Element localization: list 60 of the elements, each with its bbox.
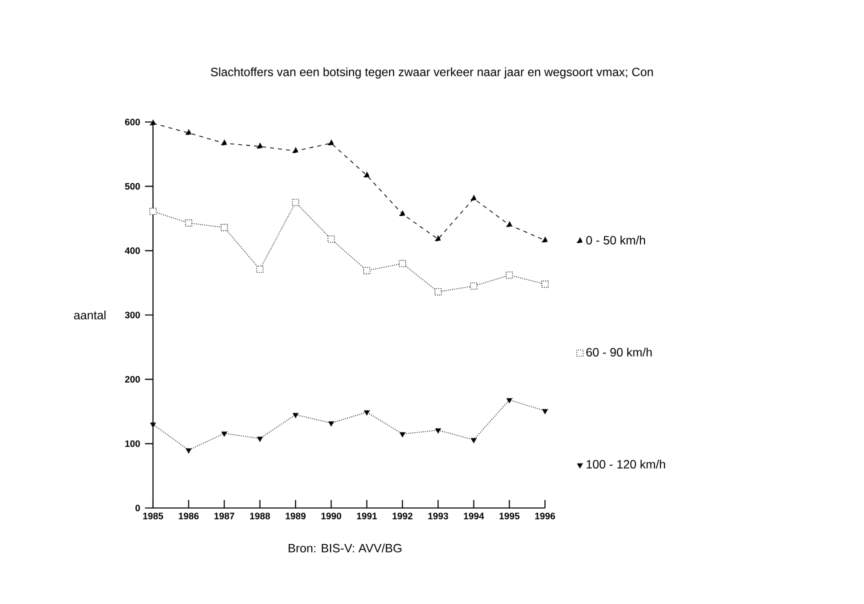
x-tick-label: 1987 [214,512,234,520]
y-axis-title: aantal [74,310,106,320]
point [221,140,228,146]
point [149,208,157,216]
x-tick-label: 1986 [178,512,199,520]
x-tick-label: 1985 [143,512,164,520]
point [185,129,192,135]
point [541,280,549,288]
y-tick-label: 600 [125,118,140,126]
legend-label: 0 - 50 km/h [586,236,646,244]
point [364,172,370,178]
point [506,272,513,279]
point [470,282,478,290]
x-tick-label: 1991 [357,512,377,520]
point [470,438,477,444]
point [328,140,334,146]
point [434,288,442,296]
point [399,432,406,438]
x-tick-label: 1996 [535,512,556,520]
point [506,398,513,404]
point [150,120,156,126]
point [542,408,548,414]
y-tick-label: 0 [135,504,140,512]
point [434,428,442,434]
y-tick-label: 200 [125,376,140,383]
point [292,198,300,206]
chart-title: Slachtoffers van een botsing tegen zwaar verkeer naar jaar en wegsoort vmax; Con [210,67,653,79]
y-tick-label: 300 [124,312,140,318]
point [292,147,299,153]
point [256,436,264,442]
point [185,448,192,454]
point [542,236,548,242]
point [328,421,334,427]
y-tick-label: 400 [124,247,140,254]
point [185,219,192,227]
x-tick-label: 1989 [286,512,306,520]
x-tick-label: 1994 [464,512,484,520]
y-tick-label: 100 [125,440,140,447]
point [399,210,406,216]
point [434,235,442,242]
point [363,267,370,274]
point [506,221,513,227]
y-tick-label: 500 [125,183,140,190]
point [256,142,264,148]
x-tick-label: 1995 [500,512,520,520]
point [150,422,156,428]
point [220,224,228,232]
point [256,266,264,273]
x-tick-label: 1992 [392,512,412,520]
point [328,235,335,243]
x-tick-label: 1993 [428,512,448,520]
point [470,194,477,201]
x-tick-label: 1988 [250,512,270,520]
point [292,412,299,418]
point [221,431,228,437]
legend-label: 100 - 120 km/h [586,460,666,469]
point [364,410,370,416]
x-tick-label: 1990 [321,512,342,520]
legend-label: 60 - 90 km/h [586,348,652,357]
text: Bron: BIS-V: AVV/BG [288,544,402,552]
